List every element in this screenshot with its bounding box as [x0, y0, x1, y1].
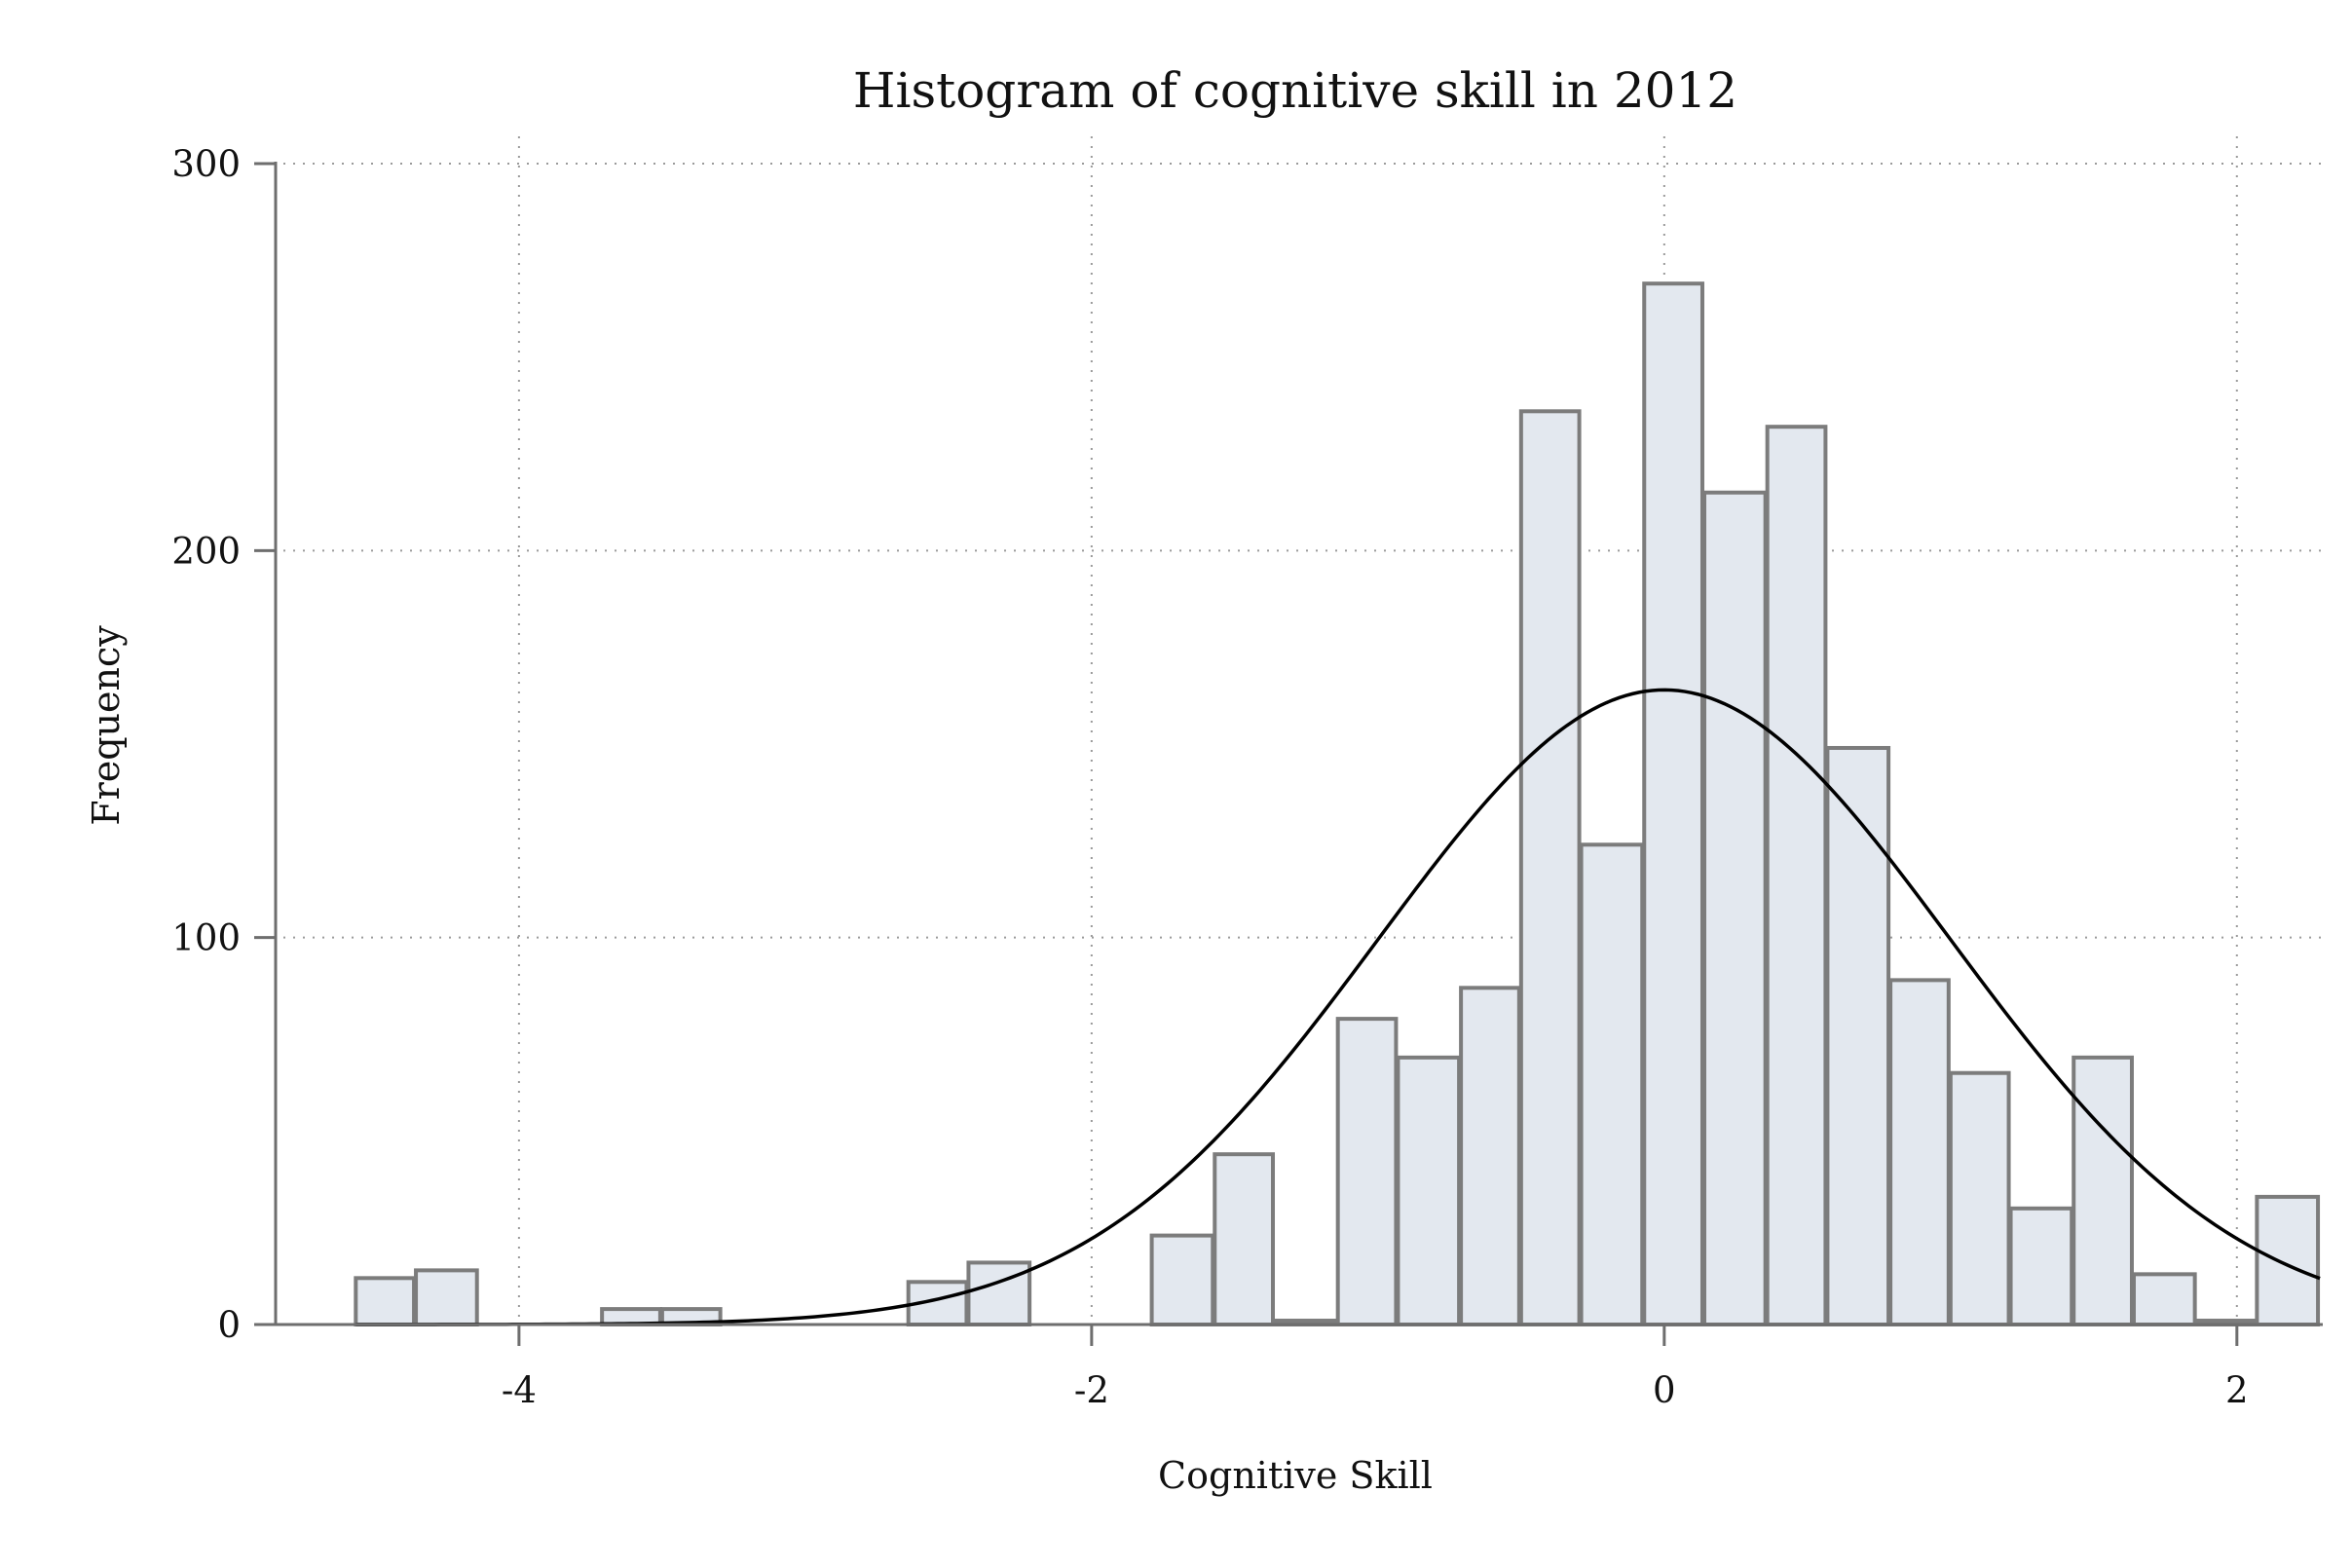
histogram-bar	[1335, 1017, 1399, 1327]
histogram-bar	[2131, 1272, 2197, 1327]
histogram-bar	[1396, 1055, 1462, 1326]
histogram-bar	[966, 1260, 1032, 1326]
histogram-bar	[1888, 978, 1951, 1327]
x-axis-label: Cognitive Skill	[1158, 1454, 1433, 1497]
grid-lines	[283, 136, 2323, 1325]
histogram-bars	[354, 281, 2321, 1327]
x-tick-label: 0	[1653, 1369, 1676, 1411]
histogram-bar	[1701, 490, 1768, 1326]
normal-curve-layer	[355, 688, 2321, 1326]
histogram-bar	[414, 1268, 479, 1326]
histogram-bar	[1642, 281, 1704, 1326]
histogram-bar	[1518, 409, 1582, 1326]
histogram-bar	[2072, 1055, 2134, 1326]
y-tick-label: 100	[171, 917, 241, 959]
histogram-bar	[2008, 1206, 2074, 1327]
y-tick-label: 200	[171, 530, 241, 572]
histogram-bar	[2255, 1194, 2321, 1326]
histogram-bar	[1825, 745, 1891, 1326]
histogram-bar	[1213, 1152, 1276, 1326]
y-axis-label: Frequency	[85, 625, 128, 826]
normal-density-curve	[355, 688, 2321, 1326]
axes	[254, 162, 2323, 1346]
histogram-bar	[1948, 1070, 2011, 1326]
histogram-bar	[1149, 1233, 1215, 1326]
histogram-bar	[1579, 842, 1645, 1326]
x-tick-label: -2	[1074, 1369, 1109, 1411]
tick-labels: 0 100 200 300 -4 -2 0 2	[171, 143, 2248, 1411]
histogram-bar	[1765, 425, 1828, 1327]
chart-title: Histogram of cognitive skill in 2012	[853, 62, 1737, 119]
y-tick-label: 0	[217, 1304, 241, 1346]
histogram-bar	[354, 1276, 417, 1326]
x-tick-label: 2	[2225, 1369, 2249, 1411]
y-tick-label: 300	[171, 143, 241, 185]
x-tick-label: -4	[502, 1369, 537, 1411]
histogram-bar	[1459, 986, 1521, 1326]
